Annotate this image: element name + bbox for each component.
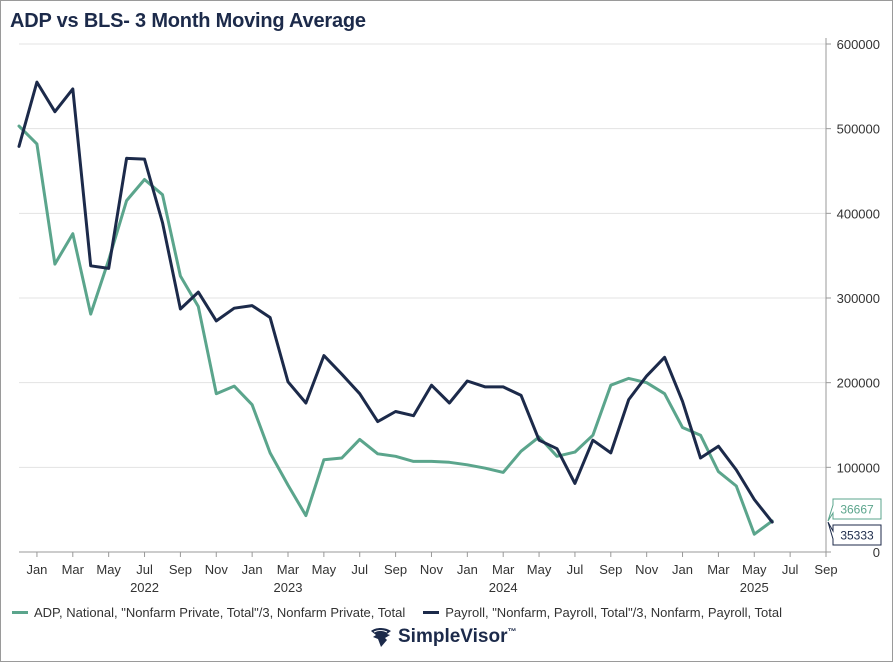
- x-tick-label: Mar: [62, 562, 85, 577]
- x-tick-label: Sep: [599, 562, 622, 577]
- x-tick-label: Jan: [26, 562, 47, 577]
- x-tick-label: May: [742, 562, 767, 577]
- y-tick-label: 100000: [837, 460, 880, 475]
- legend-swatch-adp: [12, 611, 28, 614]
- x-year-label: 2022: [130, 580, 159, 595]
- series-line-0: [17, 124, 774, 536]
- x-tick-label: Mar: [277, 562, 300, 577]
- y-tick-label: 200000: [837, 376, 880, 391]
- series-line-1: [17, 80, 774, 524]
- x-tick-label: Jul: [136, 562, 153, 577]
- last-value-label-1: 35333: [840, 529, 874, 543]
- y-tick-label: 300000: [837, 291, 880, 306]
- last-value-flag-1: [827, 521, 882, 546]
- x-tick-label: May: [527, 562, 552, 577]
- legend-label-payroll: Payroll, "Nonfarm, Payroll, Total"/3, No…: [445, 605, 783, 620]
- legend-item-payroll: Payroll, "Nonfarm, Payroll, Total"/3, No…: [423, 605, 782, 620]
- legend-swatch-payroll: [423, 611, 440, 614]
- x-tick-label: Jan: [457, 562, 478, 577]
- legend-item-adp: ADP, National, "Nonfarm Private, Total"/…: [12, 605, 405, 620]
- eagle-logo-icon: [371, 628, 391, 647]
- brand-name-text: SimpleVisor: [398, 626, 508, 647]
- x-tick-label: Jan: [242, 562, 263, 577]
- x-tick-label: Mar: [492, 562, 515, 577]
- x-tick-label: Jul: [567, 562, 584, 577]
- brand-name: SimpleVisor™: [398, 626, 516, 648]
- x-year-label: 2023: [274, 580, 303, 595]
- x-year-label: 2025: [740, 580, 769, 595]
- x-tick-label: May: [312, 562, 337, 577]
- x-tick-label: Nov: [635, 562, 659, 577]
- x-tick-label: Jan: [672, 562, 693, 577]
- chart-legend: ADP, National, "Nonfarm Private, Total"/…: [12, 605, 782, 620]
- x-tick-label: Jul: [351, 562, 368, 577]
- x-tick-label: May: [96, 562, 121, 577]
- y-tick-label: 0: [873, 545, 880, 560]
- legend-label-adp: ADP, National, "Nonfarm Private, Total"/…: [34, 605, 406, 620]
- chart-title: ADP vs BLS- 3 Month Moving Average: [10, 10, 366, 32]
- x-tick-label: Sep: [169, 562, 192, 577]
- x-year-label: 2024: [489, 580, 518, 595]
- last-value-flag-0: [827, 498, 882, 522]
- x-tick-label: Sep: [384, 562, 407, 577]
- brand-logo: SimpleVisor™: [370, 626, 516, 648]
- x-tick-label: Nov: [420, 562, 444, 577]
- last-value-label-0: 36667: [840, 503, 874, 517]
- x-tick-label: Nov: [205, 562, 229, 577]
- y-tick-label: 600000: [837, 37, 880, 52]
- y-tick-label: 400000: [837, 206, 880, 221]
- x-tick-label: Jul: [782, 562, 799, 577]
- brand-trademark: ™: [507, 626, 517, 637]
- x-tick-label: Mar: [707, 562, 730, 577]
- x-tick-label: Sep: [814, 562, 837, 577]
- y-tick-label: 500000: [837, 122, 880, 137]
